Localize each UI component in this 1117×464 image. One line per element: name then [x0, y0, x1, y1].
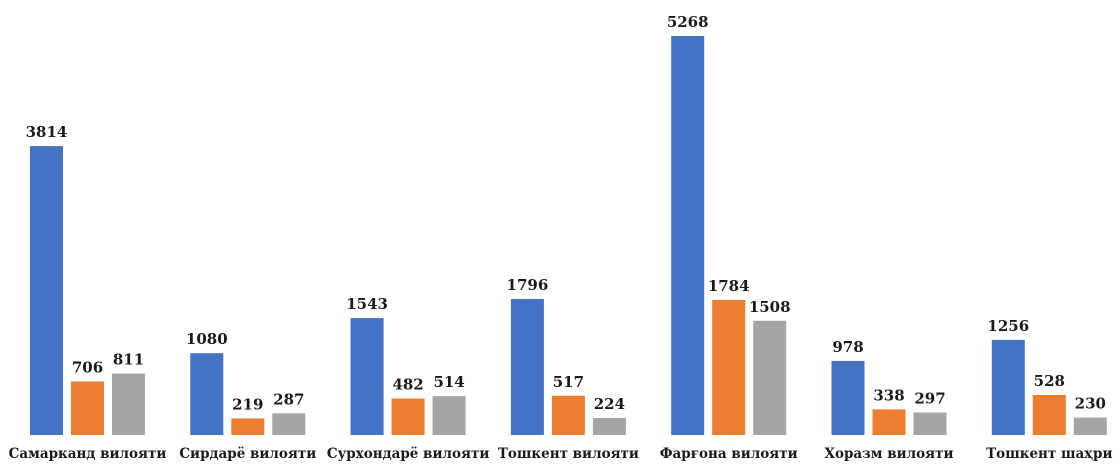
- data-label-series2-5: 1784: [708, 277, 750, 295]
- data-label-series2-3: 482: [392, 376, 423, 394]
- bar-series3-7: [1073, 417, 1107, 435]
- data-label-series1-3: 1543: [346, 295, 388, 313]
- data-label-series3-7: 230: [1075, 395, 1106, 413]
- category-label-3: Сурхондарё вилояти: [327, 446, 490, 462]
- bar-series1-6: [831, 360, 865, 435]
- bar-series2-6: [872, 409, 906, 435]
- data-label-series2-7: 528: [1034, 372, 1065, 390]
- bars-layer: [30, 36, 1107, 435]
- category-label-2: Сирдарё вилояти: [179, 446, 316, 462]
- bar-series1-2: [190, 353, 224, 435]
- data-label-series1-7: 1256: [987, 317, 1029, 335]
- bar-series2-2: [231, 418, 265, 435]
- bar-series2-1: [71, 381, 104, 435]
- bar-series1-1: [30, 146, 63, 435]
- bar-series1-7: [991, 339, 1025, 435]
- bar-series2-3: [391, 398, 425, 435]
- data-label-series1-6: 978: [832, 338, 863, 356]
- data-label-series1-4: 1796: [507, 276, 549, 294]
- data-label-series3-5: 1508: [749, 298, 791, 316]
- data-label-series2-2: 219: [232, 395, 263, 413]
- data-label-series2-1: 706: [72, 359, 103, 377]
- bar-series3-2: [272, 413, 306, 435]
- bar-series3-1: [112, 373, 145, 435]
- category-label-4: Тошкент вилояти: [498, 446, 639, 462]
- data-label-series2-4: 517: [553, 373, 584, 391]
- bar-series1-3: [350, 318, 384, 435]
- data-label-series2-6: 338: [873, 386, 904, 404]
- data-label-series1-2: 1080: [186, 330, 228, 348]
- data-label-series3-1: 811: [113, 351, 144, 369]
- bar-series3-5: [753, 320, 787, 435]
- bar-series3-6: [913, 412, 947, 435]
- category-label-5: Фарғона вилояти: [660, 446, 798, 462]
- bar-series1-5: [671, 36, 705, 435]
- data-label-series3-2: 287: [273, 390, 304, 408]
- bar-series2-4: [551, 395, 585, 435]
- category-label-7: Тошкент шаҳри: [986, 446, 1112, 462]
- category-label-1: Самарканд вилояти: [9, 446, 167, 462]
- bar-series3-3: [432, 396, 466, 435]
- data-label-series1-1: 3814: [26, 123, 68, 141]
- bar-series2-7: [1032, 395, 1066, 435]
- data-label-series1-5: 5268: [667, 13, 709, 31]
- bar-series3-4: [592, 418, 626, 435]
- category-labels-layer: Самарканд вилояти Сирдарё вилояти Сурхонда…: [9, 446, 1113, 462]
- category-label-6: Хоразм вилояти: [825, 446, 954, 462]
- bar-series2-5: [712, 299, 746, 435]
- data-label-series3-4: 224: [594, 395, 625, 413]
- data-label-series3-3: 514: [433, 373, 464, 391]
- bar-series1-4: [510, 299, 544, 435]
- data-label-series3-6: 297: [914, 390, 945, 408]
- value-labels-layer: 3814 706 811 1080 219 287 1543 482 514 1796 517 224…: [26, 13, 1106, 413]
